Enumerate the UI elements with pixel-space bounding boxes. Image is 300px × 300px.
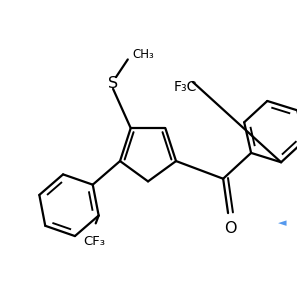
Text: S: S [108,76,118,92]
Text: F₃C: F₃C [173,80,196,94]
Text: CH₃: CH₃ [133,48,154,61]
Text: ◄: ◄ [278,219,287,229]
Text: O: O [224,221,236,236]
Text: CF₃: CF₃ [83,235,105,248]
